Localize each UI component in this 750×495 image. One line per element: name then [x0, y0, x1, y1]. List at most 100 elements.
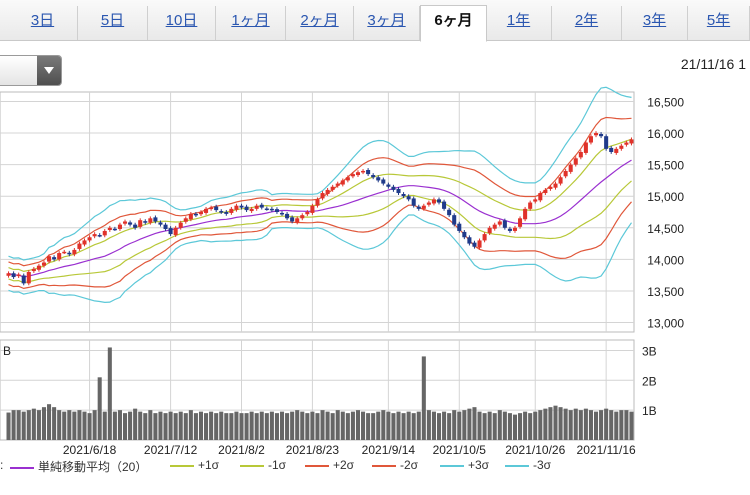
volume-bar [462, 410, 467, 440]
candle-body [457, 223, 462, 231]
candle-body [477, 240, 482, 248]
volume-bar [355, 410, 361, 440]
volume-bar [624, 410, 629, 440]
candle-body [421, 205, 426, 209]
price-tick-label: 16,500 [647, 95, 684, 109]
volume-bar [477, 411, 482, 440]
candle-body [431, 199, 436, 204]
chevron-down-icon[interactable] [37, 56, 61, 85]
candle-body [153, 217, 158, 222]
candle-body [264, 208, 269, 211]
candle-body [21, 275, 26, 284]
candle-body [198, 212, 204, 215]
candle-body [538, 193, 543, 201]
volume-bar [553, 405, 558, 440]
candle-body [285, 213, 290, 219]
candle-body [269, 208, 274, 211]
candle-body [315, 199, 320, 206]
legend-swatch [170, 464, 194, 467]
volume-bar [376, 411, 381, 440]
chart-type-dropdown[interactable] [0, 55, 62, 86]
volume-bar [518, 413, 523, 440]
volume-bar [214, 413, 219, 440]
tab-3[interactable]: 1ヶ月 [216, 6, 286, 40]
price-tick-label: 15,500 [647, 159, 684, 173]
candle-body [629, 139, 634, 144]
candle-body [391, 186, 396, 190]
tab-9[interactable]: 3年 [622, 6, 688, 40]
candle-body [305, 212, 310, 215]
candle-body [381, 179, 386, 184]
candle-body [168, 228, 173, 235]
plus-3-sigma-line [8, 86, 632, 261]
candle-body [401, 194, 406, 197]
volume-bar [426, 410, 431, 440]
candle-body [583, 142, 588, 153]
candle-body [183, 218, 188, 222]
candle-body [16, 274, 21, 277]
volume-bar [502, 411, 507, 440]
tab-4[interactable]: 2ヶ月 [286, 6, 354, 40]
candle-body [193, 213, 198, 216]
volume-bar [122, 413, 128, 440]
volume-bar [97, 377, 102, 440]
volume-bar [568, 410, 573, 440]
volume-bar [128, 411, 133, 440]
candle-body [320, 193, 325, 199]
candle-body [482, 234, 487, 241]
volume-bar [204, 413, 209, 440]
candle-body [376, 177, 381, 181]
price-tick-label: 15,000 [647, 190, 684, 204]
volume-bar [290, 411, 295, 440]
candle-body [6, 273, 11, 276]
candle-body [578, 152, 583, 158]
candle-body [77, 243, 82, 249]
volume-bar [295, 410, 300, 440]
volume-bar [264, 413, 269, 440]
candle-body [290, 217, 295, 222]
legend-swatch [240, 464, 264, 467]
legend-label: +3σ [468, 458, 490, 472]
volume-bar [538, 410, 543, 440]
candle-body [436, 199, 442, 203]
volume-tick-label: 3B [642, 344, 657, 358]
candle-body [97, 235, 102, 237]
tab-5[interactable]: 3ヶ月 [354, 6, 420, 40]
tab-1[interactable]: 5日 [78, 6, 148, 40]
x-tick-label: 2021/7/12 [144, 443, 198, 457]
legend-swatch [305, 464, 329, 467]
candle-body [619, 145, 624, 149]
volume-bar [416, 411, 421, 440]
volume-bar [381, 410, 386, 440]
volume-bar [229, 413, 234, 440]
volume-bar [533, 411, 538, 440]
volume-bar [16, 410, 21, 440]
volume-bar [406, 411, 411, 440]
volume-bar [52, 407, 57, 440]
volume-bar [391, 413, 396, 440]
tab-6[interactable]: 6ヶ月 [420, 5, 487, 42]
candle-body [11, 273, 16, 278]
candle-body [366, 170, 371, 175]
tab-8[interactable]: 2年 [552, 6, 622, 40]
candle-body [416, 206, 421, 209]
chart-grid [0, 91, 635, 441]
tab-7[interactable]: 1年 [486, 6, 552, 40]
candle-body [41, 262, 47, 266]
volume-bar [163, 413, 168, 440]
candle-body [82, 240, 87, 245]
volume-bar [563, 408, 568, 440]
candle-body [92, 234, 97, 237]
candle-body [274, 209, 279, 212]
tab-0[interactable]: 3日 [8, 6, 78, 40]
candle-body [138, 220, 143, 227]
volume-bar [386, 411, 391, 440]
volume-tick-label: 1B [642, 404, 657, 418]
volume-bar [578, 410, 583, 440]
volume-bar [274, 413, 279, 440]
volume-bar [619, 410, 624, 440]
volume-bar [193, 413, 198, 440]
candle-body [178, 222, 183, 228]
tab-2[interactable]: 10日 [148, 6, 216, 40]
candle-body [188, 213, 193, 220]
